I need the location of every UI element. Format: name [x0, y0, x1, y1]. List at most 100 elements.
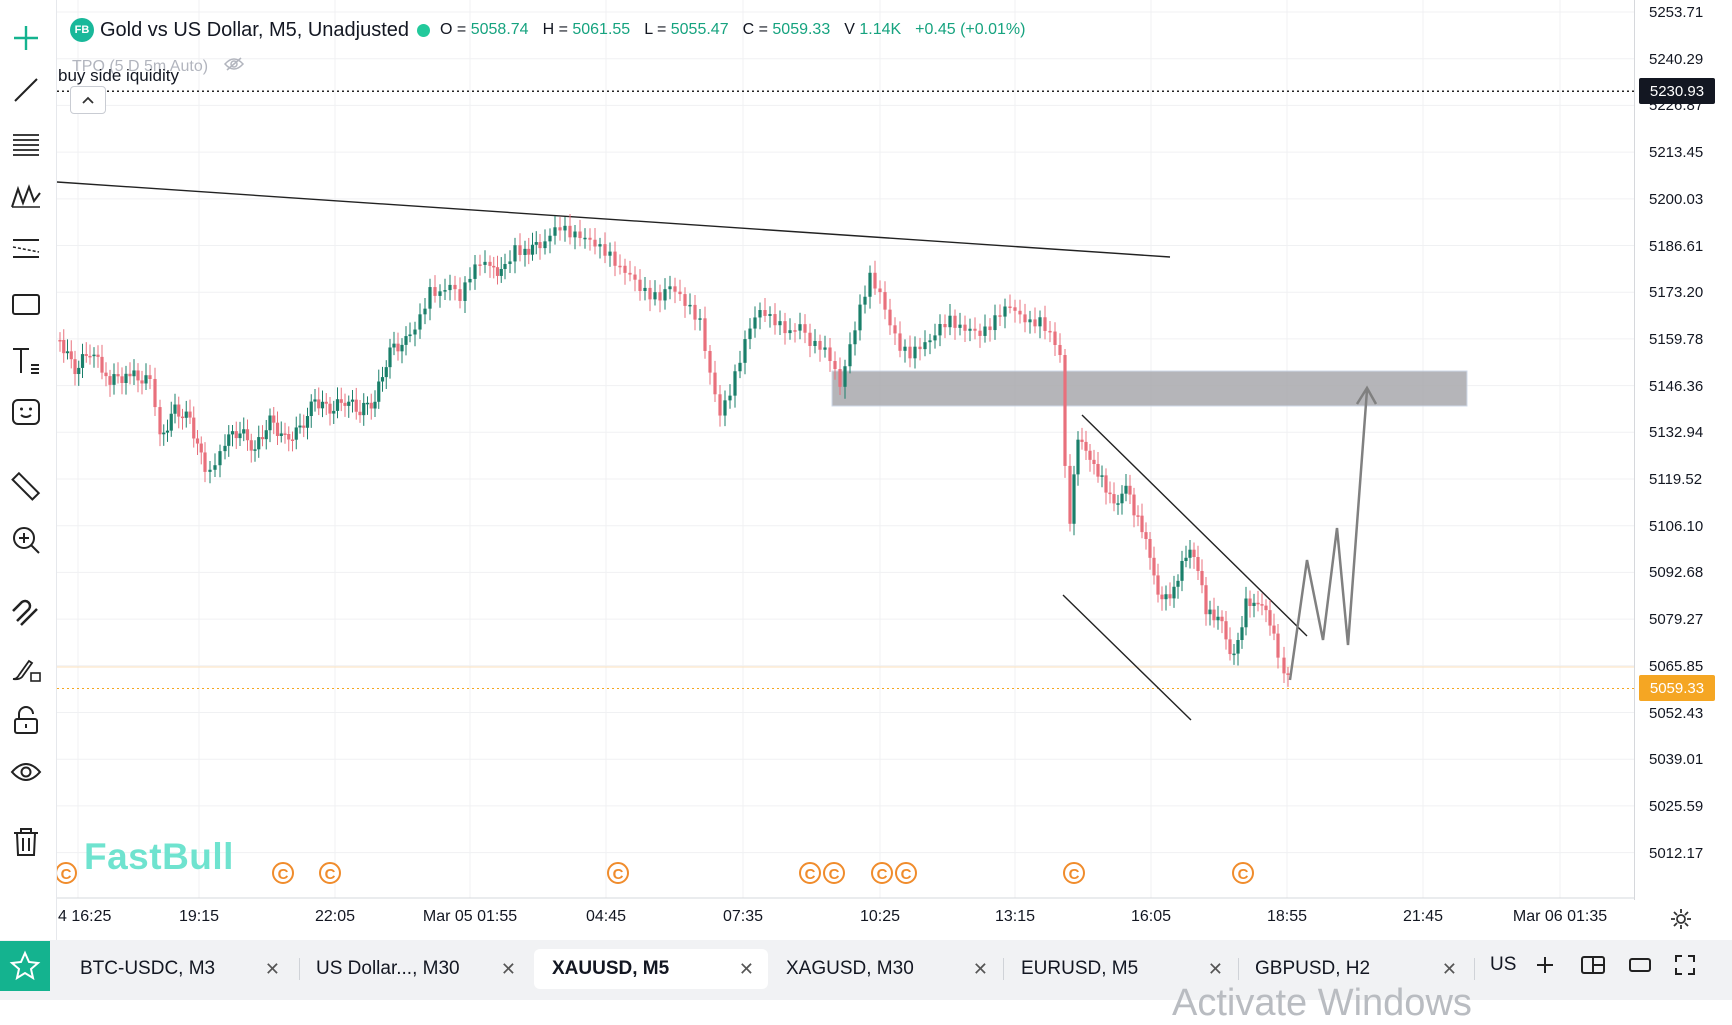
indicator-label[interactable]: TPO (5 D 5m Auto)	[72, 57, 209, 75]
crosshair-icon[interactable]	[6, 18, 46, 58]
candle-body	[242, 429, 246, 434]
candle-body	[495, 267, 500, 276]
ruler-icon[interactable]	[6, 466, 46, 506]
symbol-title[interactable]: Gold vs US Dollar, M5, Unadjusted	[100, 18, 410, 41]
indicator-legend[interactable]: TPO (5 D 5m Auto)	[72, 56, 245, 77]
price-tick-label: 5025.59	[1649, 797, 1704, 815]
candle-body	[813, 340, 817, 346]
close-icon[interactable]: ✕	[500, 958, 516, 979]
candle-body	[136, 370, 140, 381]
candle-body	[1128, 485, 1132, 495]
layout-icon[interactable]	[1580, 954, 1606, 982]
candle-body	[230, 431, 235, 435]
tab-btc-usdc[interactable]: BTC-USDC, M3 ✕	[62, 949, 294, 989]
price-change: +0.45 (+0.01%)	[915, 21, 1026, 38]
zoom-in-icon[interactable]	[6, 520, 46, 560]
candle-body	[728, 395, 732, 401]
candle-body	[658, 292, 662, 301]
star-icon[interactable]	[0, 941, 50, 991]
tab-xauusd[interactable]: XAUUSD, M5 ✕	[534, 949, 768, 989]
close-icon[interactable]: ✕	[738, 958, 754, 979]
candle-body	[1264, 605, 1268, 611]
close-icon[interactable]: ✕	[1441, 958, 1457, 979]
brush-lock-icon[interactable]	[6, 648, 46, 688]
close-icon[interactable]: ✕	[1207, 958, 1223, 979]
trendline-icon[interactable]	[6, 70, 46, 110]
price-tick-label: 5106.10	[1649, 517, 1704, 535]
candle-body	[88, 355, 92, 358]
candle-body	[1240, 627, 1244, 641]
chevron-up-icon[interactable]	[70, 86, 106, 114]
close-icon[interactable]: ✕	[264, 958, 280, 979]
eye-off-icon[interactable]	[224, 56, 245, 77]
projection-path	[1288, 389, 1369, 681]
candle-body	[513, 245, 517, 262]
candle-body	[492, 265, 496, 268]
add-tab-icon[interactable]	[1534, 954, 1556, 982]
candle-body	[978, 330, 982, 336]
candle-body	[1252, 602, 1256, 606]
channel-upper-line	[1081, 414, 1308, 637]
ohlc-volume: V 1.14K	[844, 21, 902, 38]
gear-icon[interactable]	[1670, 908, 1692, 936]
candle-body	[748, 328, 752, 340]
candle-body	[628, 272, 632, 275]
candle-body	[96, 354, 100, 357]
price-axis[interactable]: 5253.71 5240.29 5226.87 5213.45 5200.03 5186.…	[1634, 0, 1732, 900]
lock-icon[interactable]	[6, 700, 46, 740]
close-icon[interactable]: ✕	[972, 958, 988, 979]
candle-body	[873, 272, 877, 289]
price-tick-label: 5186.61	[1649, 237, 1704, 255]
candle-body	[783, 321, 787, 334]
candle-body	[218, 451, 222, 466]
pattern-icon[interactable]	[6, 176, 46, 216]
candle-body	[483, 261, 487, 265]
candle-body	[1076, 439, 1080, 475]
candle-body	[1120, 493, 1124, 504]
candle-body	[302, 425, 306, 428]
candle-body	[568, 225, 572, 238]
eye-icon[interactable]	[6, 752, 46, 792]
tab-gbpusd[interactable]: GBPUSD, H2 ✕	[1237, 949, 1471, 989]
tab-us-dollar[interactable]: US Dollar..., M30 ✕	[298, 949, 530, 989]
candle-body	[933, 335, 937, 341]
event-marker-label: C	[613, 866, 624, 883]
candle-body	[362, 402, 366, 416]
candle-body	[1116, 503, 1120, 505]
candle-body	[128, 373, 132, 377]
candle-body	[192, 417, 196, 439]
candle-body	[1192, 549, 1196, 558]
emoji-icon[interactable]	[6, 392, 46, 432]
window-icon[interactable]	[1628, 954, 1652, 982]
trash-icon[interactable]	[6, 822, 46, 862]
candle-body	[294, 427, 298, 440]
text-icon[interactable]	[6, 340, 46, 380]
fullscreen-icon[interactable]	[1674, 954, 1696, 982]
tab-xagusd[interactable]: XAGUSD, M30 ✕	[768, 949, 1002, 989]
event-marker-label: C	[805, 866, 816, 883]
candle-body	[428, 287, 432, 309]
buy-side-liquidity-label[interactable]: buy side iquidity	[58, 66, 179, 85]
candle-body	[1156, 575, 1160, 595]
rectangle-icon[interactable]	[6, 284, 46, 324]
fastbull-logo: FastBull	[84, 836, 234, 877]
region-selector[interactable]: US	[1490, 954, 1517, 975]
candle-body	[335, 399, 340, 411]
candle-body	[309, 401, 313, 417]
candle-body	[1208, 609, 1212, 615]
candle-body	[272, 415, 276, 423]
candle-body	[463, 282, 467, 301]
price-tick-label: 5012.17	[1649, 844, 1704, 862]
magnet-icon[interactable]	[6, 592, 46, 632]
candle-body	[1160, 594, 1164, 600]
candle-body	[124, 373, 128, 383]
tab-eurusd[interactable]: EURUSD, M5 ✕	[1003, 949, 1237, 989]
candle-body	[413, 329, 417, 335]
forecast-icon[interactable]	[6, 228, 46, 268]
fib-icon[interactable]	[6, 124, 46, 164]
candle-body	[320, 401, 325, 409]
candle-body	[793, 330, 797, 332]
candle-body	[1043, 317, 1047, 331]
